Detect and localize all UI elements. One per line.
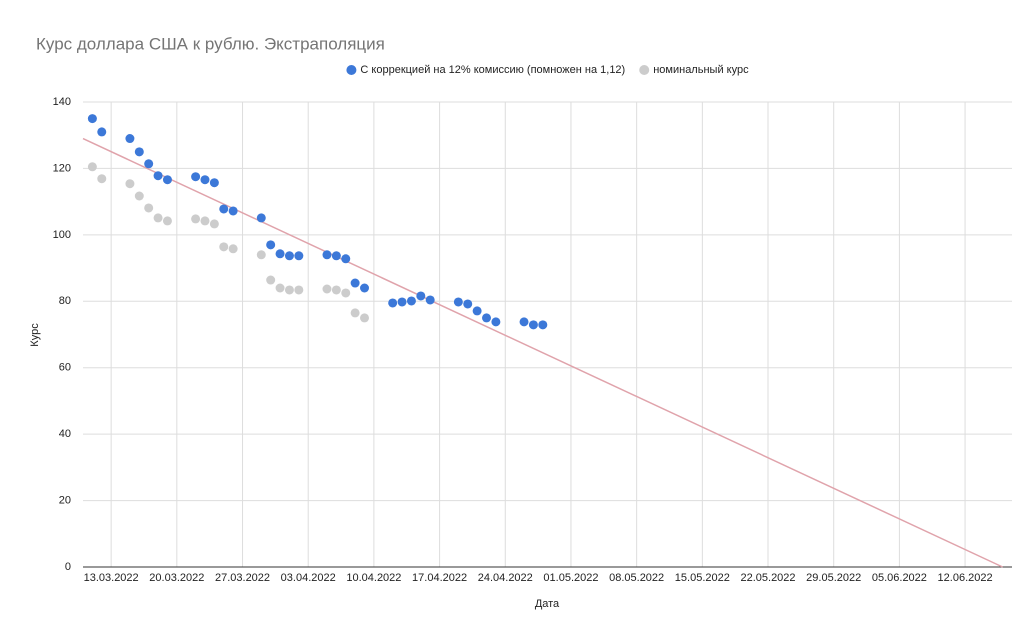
x-tick-label: 15.05.2022 [675,572,730,584]
point [519,317,529,327]
x-tick-label: 12.06.2022 [938,572,993,584]
point [538,320,548,330]
point [482,313,492,323]
point [97,127,107,137]
point [341,254,351,264]
legend-marker [639,65,650,75]
point [125,179,135,189]
point [97,174,107,184]
y-tick-label: 40 [59,428,71,440]
point [322,250,332,260]
point [331,251,341,261]
y-tick-label: 20 [59,494,71,506]
point [87,162,97,172]
x-tick-label: 05.06.2022 [872,572,927,584]
point [284,251,294,261]
point [453,297,463,307]
y-tick-label: 0 [65,561,71,573]
x-tick-label: 22.05.2022 [740,572,795,584]
point [528,320,538,330]
point [219,204,229,214]
x-tick-label: 10.04.2022 [346,572,401,584]
point [360,313,370,323]
y-tick-label: 60 [59,362,71,374]
point [228,244,238,254]
point [331,285,341,295]
point [153,213,163,223]
point [125,134,135,144]
x-tick-label: 24.04.2022 [478,572,533,584]
point [153,171,163,181]
point [491,317,501,327]
point [350,308,360,318]
point [284,285,294,295]
x-tick-label: 08.05.2022 [609,572,664,584]
point [416,291,426,301]
point [388,298,398,308]
x-tick-label: 13.03.2022 [84,572,139,584]
point [275,283,285,293]
point [209,219,219,229]
point [341,288,351,298]
point [134,147,144,157]
point [144,203,154,213]
point [275,249,285,259]
point [209,178,219,188]
y-tick-label: 120 [53,162,71,174]
point [425,295,435,305]
point [200,216,210,226]
point [266,240,276,250]
x-axis-label: Дата [535,598,560,610]
point [256,213,266,223]
y-tick-label: 80 [59,295,71,307]
x-tick-label: 27.03.2022 [215,572,270,584]
point [144,159,154,169]
trendline [82,137,1003,568]
x-tick-label: 03.04.2022 [281,572,336,584]
point [162,175,172,185]
point [200,175,210,185]
legend-marker [346,65,357,75]
chart-title: Курс доллара США к рублю. Экстраполяция [36,34,385,53]
legend-label: номинальный курс [653,64,749,76]
point [228,206,238,216]
point [266,275,276,285]
point [219,242,229,252]
point [191,214,201,224]
x-tick-label: 17.04.2022 [412,572,467,584]
x-tick-label: 20.03.2022 [149,572,204,584]
point [406,296,416,306]
point [87,114,97,124]
legend-label: С коррекцией на 12% комиссию (помножен н… [360,64,625,76]
point [322,284,332,294]
point [294,251,304,261]
x-tick-label: 01.05.2022 [543,572,598,584]
x-tick-label: 29.05.2022 [806,572,861,584]
point [360,283,370,293]
point [256,250,266,260]
point [134,191,144,201]
point [162,216,172,226]
point [472,306,482,316]
y-axis-label: Курс [29,323,41,347]
point [350,278,360,288]
point [294,285,304,295]
point [397,297,407,307]
point [463,299,473,309]
y-tick-label: 140 [53,96,71,108]
y-tick-label: 100 [53,229,71,241]
point [191,172,201,182]
